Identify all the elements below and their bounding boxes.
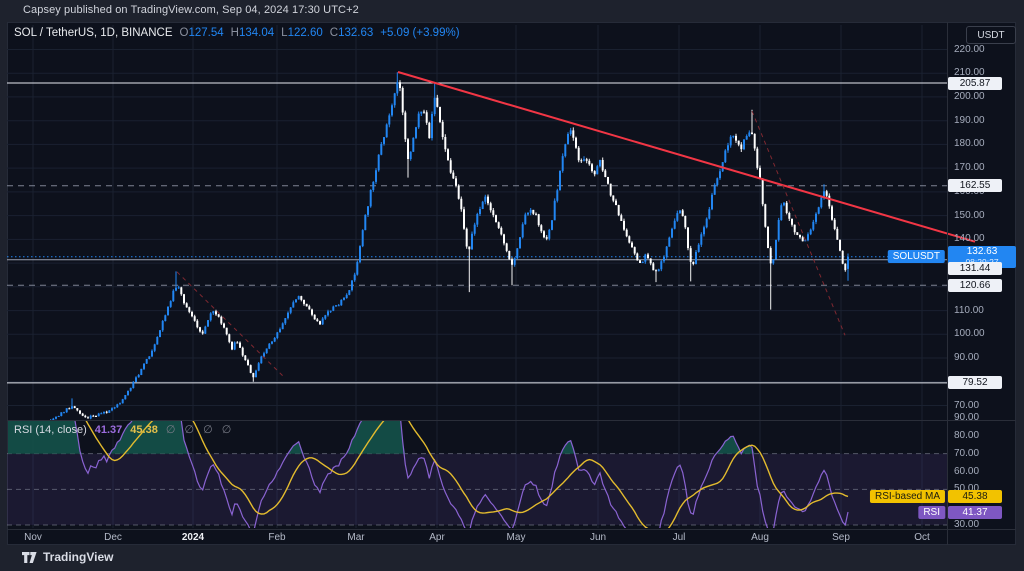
- current-price-label[interactable]: 132.63 08:29:27: [948, 245, 1016, 268]
- publish-attribution: Capsey published on TradingView.com, Sep…: [23, 4, 359, 16]
- tradingview-logo-icon: [22, 551, 37, 563]
- low-label: L: [281, 27, 288, 39]
- rsi-ma-value: 45.38: [130, 424, 158, 436]
- rsi-indicator-legend[interactable]: RSI (14, close) 41.37 45.38 ∅ ∅ ∅ ∅: [14, 423, 234, 436]
- tradingview-brand-link[interactable]: TradingView: [22, 550, 113, 564]
- symbol-legend[interactable]: SOL / TetherUS, 1D, BINANCE O127.54 H134.0…: [14, 27, 460, 39]
- change-value: +5.09 (+3.99%): [380, 27, 460, 39]
- bar-countdown: 08:29:27: [965, 256, 999, 267]
- publish-header: Capsey published on TradingView.com, Sep…: [0, 0, 1024, 22]
- close-label: C: [329, 27, 339, 39]
- rsi-title: RSI (14, close): [14, 424, 87, 436]
- low-value: 122.60: [287, 27, 323, 39]
- current-price-value: 132.63: [966, 245, 998, 257]
- open-value: 127.54: [188, 27, 224, 39]
- open-label: O: [179, 27, 189, 39]
- rsi-value: 41.37: [94, 424, 123, 436]
- currency-toggle-button[interactable]: USDT: [966, 26, 1016, 44]
- rsi-empty-values: ∅ ∅ ∅ ∅: [165, 424, 235, 436]
- brand-name: TradingView: [43, 550, 114, 564]
- high-label: H: [230, 27, 239, 39]
- symbol-title: SOL / TetherUS, 1D, BINANCE: [14, 27, 173, 39]
- close-value: 132.63: [338, 27, 374, 39]
- high-value: 134.04: [238, 27, 275, 39]
- footer: TradingView: [0, 545, 1024, 571]
